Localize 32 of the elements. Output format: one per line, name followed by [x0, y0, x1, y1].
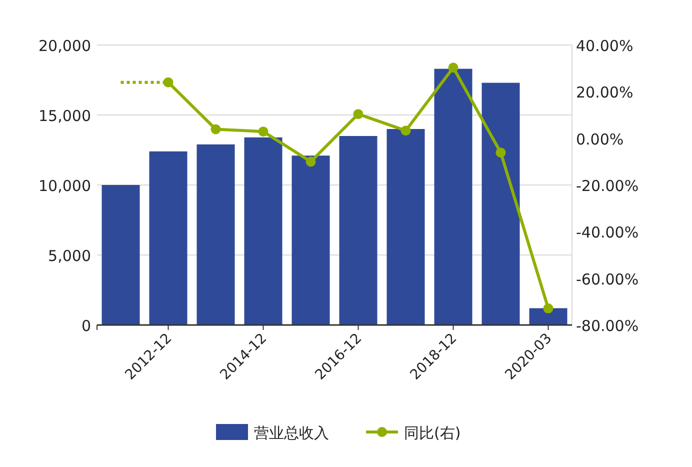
point — [400, 126, 411, 136]
y-tick-label: 5,000 — [48, 247, 91, 265]
y2-tick-label: -80.00% — [576, 317, 639, 335]
legend-label: 营业总收入 — [254, 424, 329, 442]
bar — [102, 185, 140, 325]
y-tick-label: 20,000 — [38, 37, 91, 55]
bar — [386, 129, 425, 325]
point — [306, 156, 316, 167]
bar — [149, 151, 188, 325]
y2-tick-label: -20.00% — [576, 177, 639, 195]
y2-tick-label: 40.00% — [576, 37, 634, 55]
y2-tick-label: -60.00% — [576, 270, 639, 288]
y2-tick-label: -40.00% — [576, 224, 639, 242]
point — [496, 148, 506, 158]
bar — [434, 68, 472, 325]
point — [210, 124, 221, 134]
point — [448, 62, 458, 73]
bar — [339, 136, 378, 325]
point — [258, 126, 268, 137]
bar — [529, 308, 568, 325]
bar — [292, 156, 330, 325]
y-tick-label: 0 — [81, 317, 91, 335]
y-tick-label: 15,000 — [38, 107, 91, 125]
bar — [482, 82, 520, 325]
point — [543, 303, 554, 314]
bar — [196, 144, 235, 325]
y2-tick-label: 0.00% — [576, 130, 624, 148]
y2-tick-label: 20.00% — [576, 84, 634, 102]
point — [353, 109, 364, 120]
legend-label: 同比(右) — [404, 424, 461, 442]
y-tick-label: 10,000 — [38, 177, 91, 195]
bar — [244, 137, 282, 325]
